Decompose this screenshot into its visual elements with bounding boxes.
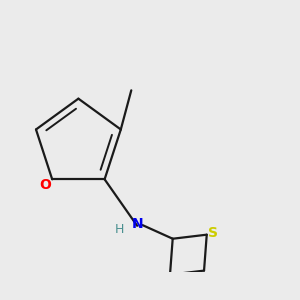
Text: H: H bbox=[115, 223, 124, 236]
Text: S: S bbox=[208, 226, 218, 240]
Text: N: N bbox=[131, 218, 143, 231]
Text: O: O bbox=[40, 178, 51, 192]
